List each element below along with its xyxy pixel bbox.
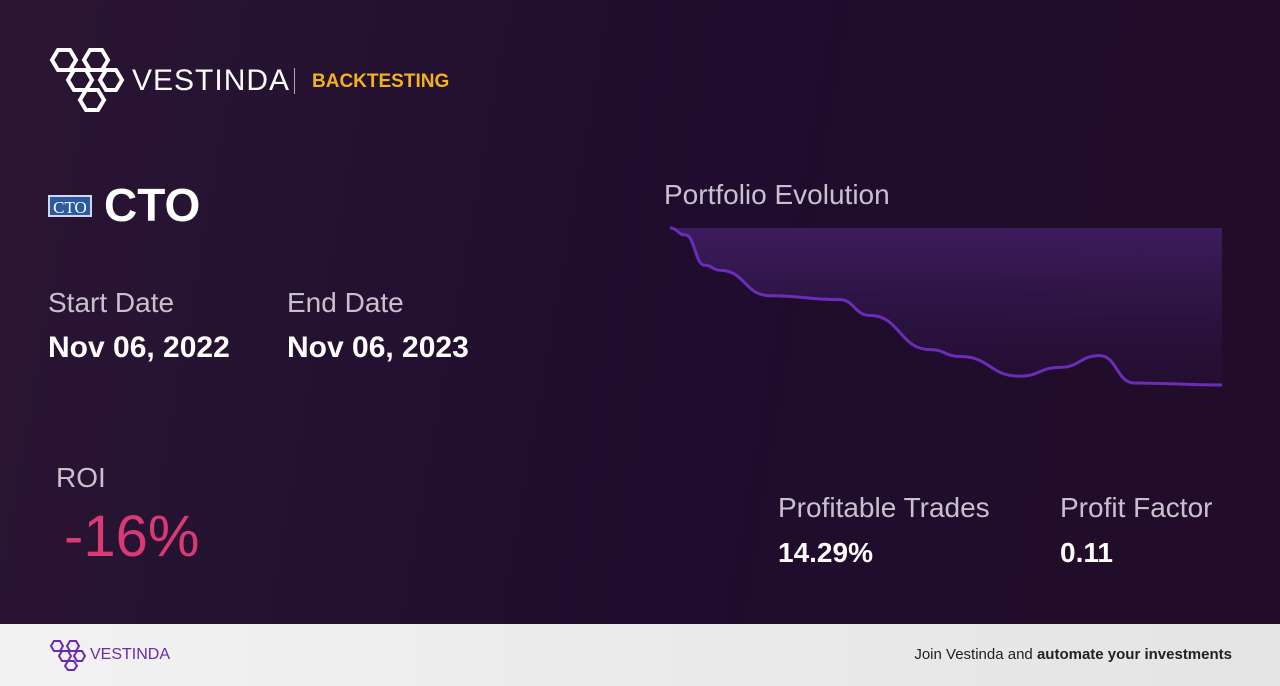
section-label: BACKTESTING [312, 71, 450, 92]
divider [294, 68, 295, 94]
footer: VESTINDA Join Vestinda and automate your… [0, 624, 1280, 686]
ticker-logo: CTO [48, 195, 92, 217]
profit-factor: 0.11 [1060, 537, 1113, 568]
profitable-trades-label: Profitable Trades [778, 492, 990, 523]
roi-value: -16% [64, 504, 200, 569]
cta-text: Join Vestinda and [914, 646, 1033, 663]
profitable-trades: 14.29% [778, 537, 873, 568]
start-date-label: Start Date [48, 287, 175, 318]
roi-label: ROI [56, 462, 106, 493]
chart-title: Portfolio Evolution [664, 179, 890, 210]
cta-bold: automate your investments [1036, 646, 1232, 663]
start-date: Nov 06, 2022 [48, 331, 230, 364]
profit-factor-label: Profit Factor [1060, 492, 1213, 523]
portfolio-chart [669, 226, 1223, 387]
area-fill [670, 228, 1222, 385]
brand-logo [49, 48, 125, 112]
footer-brand: VESTINDA [90, 646, 171, 663]
footer-logo [49, 640, 86, 671]
end-date: Nov 06, 2023 [287, 331, 469, 364]
line [669, 226, 1223, 387]
footer-cta: Join Vestinda and automate your investme… [914, 646, 1232, 663]
brand-name: VESTINDA [132, 64, 291, 97]
ticker-symbol: CTO [104, 179, 201, 231]
end-date-label: End Date [287, 287, 404, 318]
